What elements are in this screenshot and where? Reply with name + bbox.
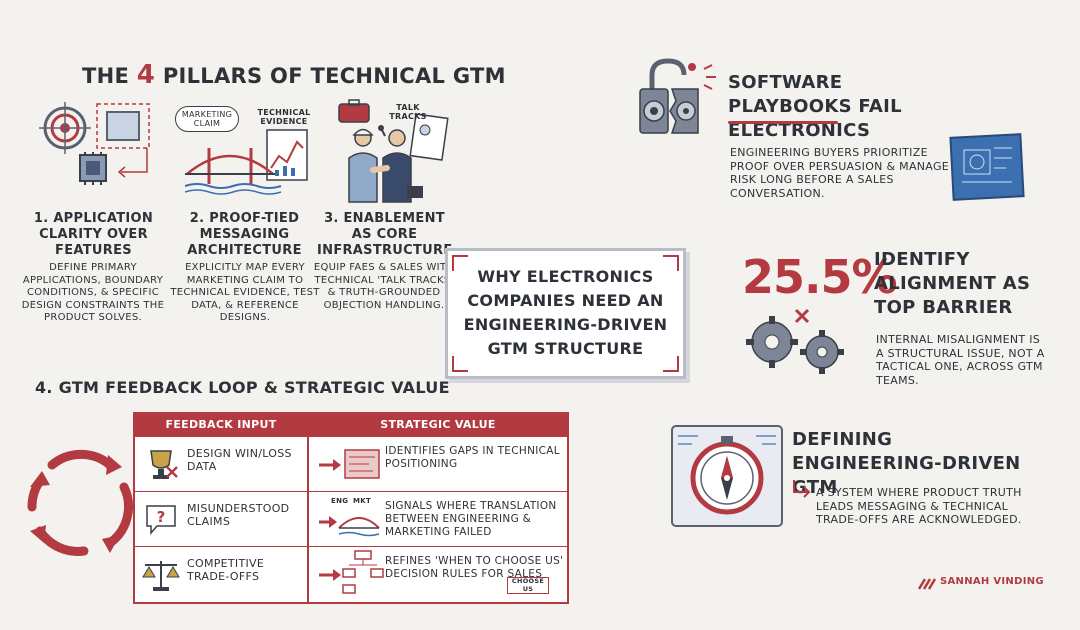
choose-us-tag: CHOOSE US: [507, 577, 549, 594]
flowchart-icon: [342, 550, 384, 594]
defining-body: A SYSTEM WHERE PRODUCT TRUTH LEADS MESSA…: [816, 486, 1022, 526]
row-1-value: IDENTIFIES GAPS IN TECHNICAL POSITIONING: [385, 445, 560, 470]
question-bubble-icon: ?: [146, 505, 176, 536]
main-title-post: PILLARS OF TECHNICAL GTM: [162, 64, 506, 88]
handshake-icon: [338, 99, 449, 203]
compass-gauge-icon: [671, 425, 783, 527]
scale-icon: [142, 561, 180, 591]
brand-name: SANNAH VINDING: [940, 576, 1044, 587]
table-header-value: STRATEGIC VALUE: [309, 414, 567, 436]
feedback-table: FEEDBACK INPUT STRATEGIC VALUE DESIGN WI…: [133, 412, 569, 604]
stat-label: IDENTIFY ALIGNMENT AS TOP BARRIER: [874, 249, 1031, 318]
trophy-icon: [150, 450, 178, 479]
marketing-claim-bubble: MARKETING CLAIM: [175, 106, 239, 132]
pillar-3-title: 3. ENABLEMENT AS CORE INFRASTRUCTURE: [317, 211, 453, 258]
row-1-input: DESIGN WIN/LOSS DATA: [187, 447, 292, 473]
main-title: THE 4 PILLARS OF TECHNICAL GTM: [82, 60, 506, 90]
eng-label: ENG: [331, 497, 349, 505]
row-3-value: REFINES 'WHEN TO CHOOSE US' DECISION RUL…: [385, 555, 564, 580]
table-row: DESIGN WIN/LOSS DATA IDENTIFIES GAPS IN …: [135, 436, 567, 492]
table-row: COMPETITIVE TRADE-OFFS REFINES 'WHEN TO …: [135, 546, 567, 602]
pillar-1-desc: DEFINE PRIMARY APPLICATIONS, BOUNDARY CO…: [21, 262, 165, 323]
svg-text:?: ?: [157, 508, 166, 526]
cycle-arrows-icon: [27, 449, 133, 556]
main-title-pre: THE: [82, 64, 130, 88]
target-chip-icon: [39, 102, 150, 185]
table-divider: [307, 414, 309, 602]
corner-arrow-icon: [793, 480, 811, 498]
center-callout-text: WHY ELECTRONICS COMPANIES NEED AN ENGINE…: [463, 267, 668, 358]
corner-br: [663, 356, 679, 372]
blueprint-arrow-icon: [319, 449, 380, 479]
stat-body: INTERNAL MISALIGNMENT IS A STRUCTURAL IS…: [876, 333, 1045, 387]
arrow-icon: [319, 569, 341, 581]
row-3-input: COMPETITIVE TRADE-OFFS: [187, 557, 265, 583]
row-2-input: MISUNDERSTOOD CLAIMS: [187, 502, 290, 528]
feedback-title: 4. GTM FEEDBACK LOOP & STRATEGIC VALUE: [35, 378, 450, 397]
bridge-small-icon: [319, 516, 380, 537]
row-2-value: SIGNALS WHERE TRANSLATION BETWEEN ENGINE…: [385, 500, 557, 538]
playbook-underline: [728, 121, 838, 124]
defining-title: DEFINING ENGINEERING-DRIVEN GTM: [792, 429, 1021, 498]
gears-icon: [746, 308, 844, 374]
technical-evidence-label: TECHNICAL EVIDENCE: [257, 108, 311, 126]
broken-lock-gears-icon: [639, 58, 716, 134]
corner-bl: [452, 356, 468, 372]
playbook-body: ENGINEERING BUYERS PRIORITIZE PROOF OVER…: [730, 146, 950, 200]
corner-tl: [452, 255, 468, 271]
corner-tr: [663, 255, 679, 271]
mkt-label: MKT: [353, 497, 372, 505]
stat-value: 25.5%: [742, 250, 898, 304]
table-header-input: FEEDBACK INPUT: [135, 414, 307, 436]
table-row: ? MISUNDERSTOOD CLAIMS ENG MKT SIGNALS W…: [135, 491, 567, 547]
pillar-2-title: 2. PROOF-TIED MESSAGING ARCHITECTURE: [187, 211, 302, 258]
pillar-1-title: 1. APPLICATION CLARITY OVER FEATURES: [33, 211, 154, 258]
pillar-2-desc: EXPLICITLY MAP EVERY MARKETING CLAIM TO …: [170, 262, 320, 323]
center-callout: WHY ELECTRONICS COMPANIES NEED AN ENGINE…: [445, 248, 686, 379]
talk-tracks-label: TALK TRACKS: [389, 103, 427, 121]
playbook-title: SOFTWARE PLAYBOOKS FAIL ELECTRONICS: [728, 72, 902, 141]
main-title-number: 4: [136, 60, 156, 90]
bridge-evidence-icon: [185, 129, 308, 195]
blueprint-icon: [949, 133, 1025, 201]
brand-logo-icon: [918, 578, 936, 590]
pillar-3-desc: EQUIP FAES & SALES WITH TECHNICAL 'TALK …: [313, 262, 455, 311]
